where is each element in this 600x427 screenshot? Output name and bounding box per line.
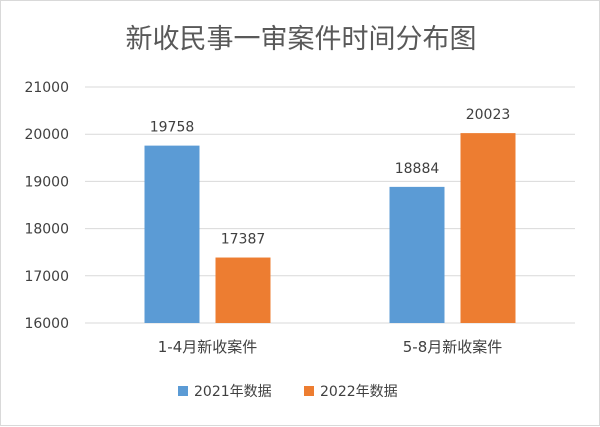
y-tick-label: 21000 xyxy=(24,80,69,96)
bar-2021年数据-1-4月新收案件 xyxy=(144,145,200,323)
legend-label: 2021年数据 xyxy=(194,384,272,400)
data-label: 17387 xyxy=(221,232,266,248)
data-label: 20023 xyxy=(466,107,511,123)
data-label: 18884 xyxy=(395,161,440,177)
x-axis: 1-4月新收案件 5-8月新收案件 xyxy=(158,338,503,356)
y-tick-label: 16000 xyxy=(24,316,69,332)
data-labels: 19758 17387 18884 20023 xyxy=(150,107,511,247)
y-tick-label: 18000 xyxy=(24,222,69,238)
x-category-label: 5-8月新收案件 xyxy=(403,338,503,356)
legend-swatch xyxy=(178,386,188,396)
data-label: 19758 xyxy=(150,120,195,136)
y-axis: 16000 17000 18000 19000 20000 21000 xyxy=(24,80,69,332)
bars xyxy=(144,133,516,323)
y-tick-label: 17000 xyxy=(24,269,69,285)
legend: 2021年数据 2022年数据 xyxy=(178,384,398,400)
bar-2022年数据-1-4月新收案件 xyxy=(215,257,271,323)
x-category-label: 1-4月新收案件 xyxy=(158,338,258,356)
chart-title: 新收民事一审案件时间分布图 xyxy=(126,24,477,55)
bar-2021年数据-5-8月新收案件 xyxy=(389,186,445,323)
y-tick-label: 20000 xyxy=(24,127,69,143)
y-tick-label: 19000 xyxy=(24,174,69,190)
legend-label: 2022年数据 xyxy=(320,384,398,400)
legend-swatch xyxy=(304,386,314,396)
bar-2022年数据-5-8月新收案件 xyxy=(460,133,516,323)
